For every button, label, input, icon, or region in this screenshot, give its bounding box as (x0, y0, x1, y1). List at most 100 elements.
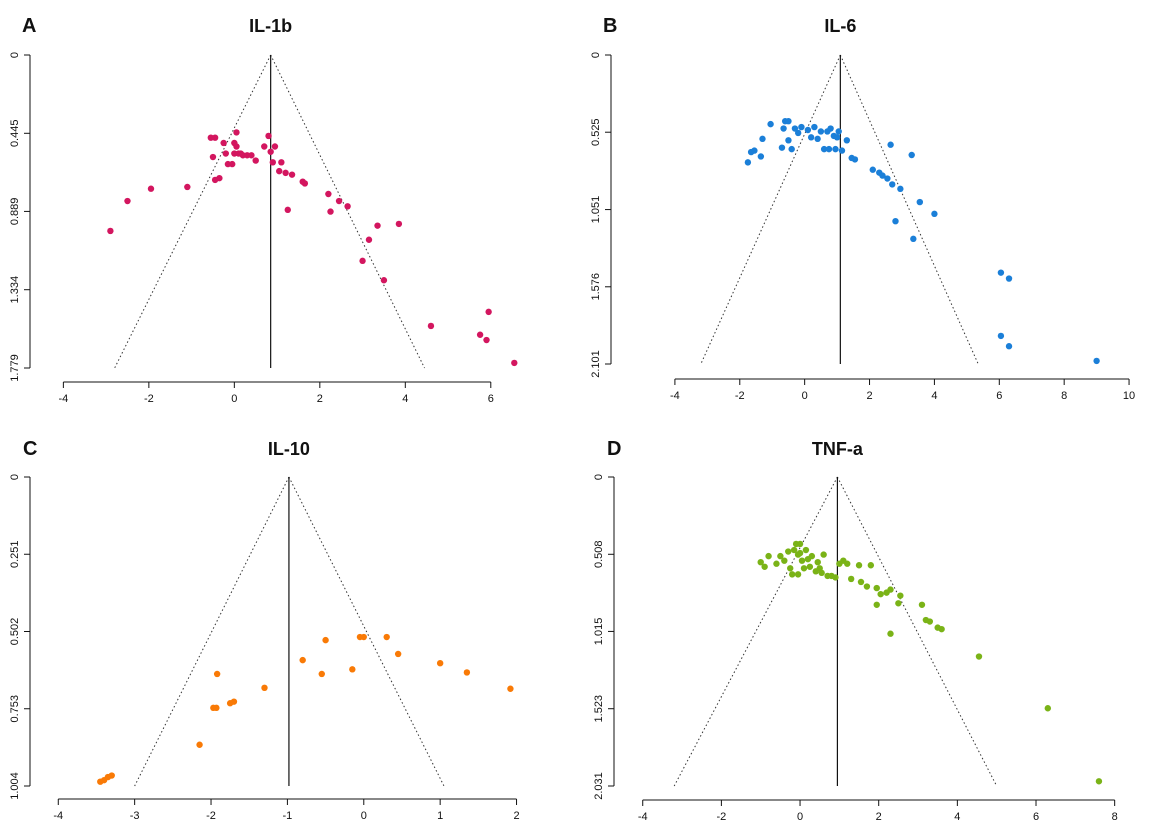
study-point (380, 277, 388, 284)
study-point (877, 590, 884, 598)
study-point (252, 157, 259, 164)
study-point (485, 308, 492, 316)
y-tick-label: 0.251 (9, 540, 21, 568)
x-tick-label: -1 (283, 810, 293, 822)
panel-b: B IL-6 -4 -2 0 2 4 6 8 10 0 0.525 1.051 1.576 2.101 (590, 15, 1135, 402)
study-point (800, 565, 808, 572)
x-tick-label: 6 (488, 393, 494, 405)
study-point (916, 198, 924, 206)
study-point (395, 220, 403, 228)
x-tick-label: 4 (931, 390, 937, 402)
study-point (507, 685, 514, 692)
study-point (873, 601, 880, 608)
x-tick-label: 2 (876, 811, 882, 823)
study-point (511, 359, 518, 367)
study-point (887, 630, 894, 637)
study-point (887, 586, 894, 593)
study-point (825, 145, 833, 153)
study-point (335, 197, 343, 205)
study-point (761, 563, 768, 570)
study-point (360, 633, 367, 641)
study-point (476, 331, 484, 338)
study-point (213, 704, 220, 712)
funnel-left-line (673, 476, 838, 787)
study-point (220, 139, 227, 147)
study-point (777, 552, 784, 560)
panel-title: IL-1b (249, 16, 292, 36)
study-point (284, 206, 291, 214)
funnel-right-line (839, 54, 979, 365)
study-point (997, 269, 1005, 276)
study-point (869, 166, 876, 173)
study-point (757, 153, 765, 160)
study-point (365, 236, 373, 243)
study-point (278, 159, 285, 166)
y-tick-label: 1.576 (590, 273, 602, 301)
study-point (814, 558, 821, 566)
study-point (844, 560, 851, 567)
study-point (811, 123, 818, 131)
x-tick-label: 4 (954, 811, 960, 823)
study-point (785, 548, 792, 555)
x-tick-label: 2 (866, 390, 872, 402)
study-point (807, 134, 815, 141)
study-point (873, 584, 880, 592)
study-point (926, 618, 934, 625)
study-point (233, 143, 240, 150)
study-point (299, 656, 306, 664)
study-point (773, 560, 780, 567)
study-point (778, 144, 786, 151)
study-point (851, 156, 859, 163)
funnel-right-line (270, 54, 425, 369)
panel-title: IL-6 (824, 16, 856, 36)
study-point (817, 128, 825, 135)
y-tick-label: 2.101 (590, 350, 602, 378)
study-point (827, 125, 834, 132)
x-tick-label: 0 (802, 390, 808, 402)
panel-letter: C (23, 438, 37, 460)
study-point (288, 171, 296, 178)
study-point (796, 540, 804, 548)
x-tick-label: 2 (317, 393, 323, 405)
study-point (233, 129, 240, 136)
study-point (798, 123, 805, 131)
study-point (325, 190, 332, 198)
study-point (374, 222, 381, 229)
study-point (908, 151, 915, 159)
x-tick-label: 0 (361, 810, 367, 822)
funnel-left-line (134, 476, 290, 787)
funnel-left-line (114, 54, 272, 369)
study-point (757, 558, 764, 566)
study-point (318, 670, 325, 678)
study-point (794, 571, 802, 578)
y-tick-label: 0 (593, 474, 605, 480)
x-tick-label: -4 (670, 390, 680, 402)
study-point (327, 208, 334, 215)
panel-letter: A (22, 15, 36, 37)
study-point (1005, 343, 1013, 350)
funnel-left-line (700, 54, 841, 365)
study-point (838, 147, 846, 154)
study-point (261, 684, 268, 692)
x-tick-label: 6 (1033, 811, 1039, 823)
y-tick-label: 0.753 (9, 695, 21, 723)
y-tick-label: 1.004 (9, 772, 21, 800)
study-point (767, 120, 774, 128)
x-tick-label: -2 (716, 811, 726, 823)
study-point (788, 145, 795, 153)
y-tick-label: 0 (9, 52, 21, 58)
funnel-right-line (288, 476, 445, 787)
study-point (394, 650, 402, 658)
study-point (997, 332, 1005, 340)
x-tick-label: -2 (144, 393, 154, 405)
study-point (107, 227, 114, 235)
study-point (184, 183, 191, 191)
y-tick-label: 0.502 (9, 618, 21, 646)
x-tick-label: 8 (1061, 390, 1067, 402)
y-tick-label: 0.508 (593, 541, 605, 569)
study-point (820, 145, 828, 153)
study-point (216, 174, 223, 182)
study-point (835, 128, 842, 135)
study-point (1093, 357, 1100, 365)
